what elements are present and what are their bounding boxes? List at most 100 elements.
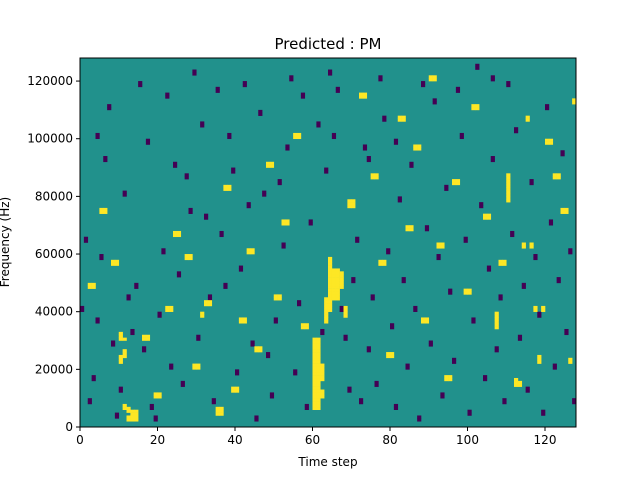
heatmap-cell-low xyxy=(343,334,348,338)
heatmap-cell-low xyxy=(297,300,302,304)
heatmap-cell-high xyxy=(324,303,329,307)
heatmap-cell-low xyxy=(149,403,154,408)
heatmap-cell-high xyxy=(130,418,135,422)
heatmap-cell-high xyxy=(231,386,236,390)
heatmap-cell-low xyxy=(541,412,546,416)
heatmap-cell-high xyxy=(324,305,329,310)
heatmap-cell-low xyxy=(552,366,557,370)
heatmap-cell-high xyxy=(351,199,356,203)
heatmap-cell-high xyxy=(269,164,275,168)
heatmap-cell-low xyxy=(533,254,538,258)
heatmap-cell-low xyxy=(196,334,201,338)
heatmap-cell-high xyxy=(382,262,387,266)
heatmap-cell-high xyxy=(328,265,333,269)
heatmap-cell-low xyxy=(359,398,364,402)
heatmap-cell-high xyxy=(316,395,321,399)
heatmap-cell-high xyxy=(343,311,348,315)
heatmap-cell-high xyxy=(324,311,329,315)
heatmap-cell-high xyxy=(312,406,317,410)
heatmap-cell-high xyxy=(130,412,135,416)
heatmap-cell-high xyxy=(405,225,410,229)
heatmap-cell-high xyxy=(134,418,139,422)
heatmap-cell-low xyxy=(390,326,395,330)
heatmap-cell-high xyxy=(328,277,333,281)
heatmap-cell-high xyxy=(324,297,329,301)
heatmap-cell-high xyxy=(312,346,317,350)
heatmap-cell-low xyxy=(289,78,294,82)
heatmap-cell-high xyxy=(316,357,321,361)
heatmap-cell-high xyxy=(118,337,123,341)
heatmap-cell-low xyxy=(87,401,92,405)
heatmap-cell-low xyxy=(165,95,170,99)
heatmap-cell-high xyxy=(246,251,251,255)
heatmap-cell-high xyxy=(316,403,321,408)
heatmap-cell-high xyxy=(506,193,511,197)
heatmap-cell-low xyxy=(114,412,120,416)
heatmap-cell-low xyxy=(459,132,464,137)
heatmap-cell-low xyxy=(169,363,174,367)
heatmap-cell-low xyxy=(250,340,255,344)
heatmap-cell-low xyxy=(242,83,247,88)
heatmap-cell-high xyxy=(339,279,344,284)
heatmap-cell-low xyxy=(304,406,309,410)
heatmap-cell-high xyxy=(196,363,201,367)
heatmap-cell-low xyxy=(83,239,89,243)
heatmap-cell-low xyxy=(572,398,577,402)
heatmap-cell-high xyxy=(351,202,356,206)
y-tick-label: 40000 xyxy=(35,305,73,319)
heatmap-cell-high xyxy=(122,403,127,408)
heatmap-cell-high xyxy=(316,360,321,364)
heatmap-cell-low xyxy=(529,181,534,186)
heatmap-cell-high xyxy=(200,314,205,318)
heatmap-cell-low xyxy=(502,398,507,402)
heatmap-cell-high xyxy=(436,242,441,246)
heatmap-cell-high xyxy=(529,245,534,249)
heatmap-cell-low xyxy=(138,81,143,85)
heatmap-cell-high xyxy=(467,291,472,295)
heatmap-cell-high xyxy=(273,297,278,301)
heatmap-cell-high xyxy=(184,254,189,258)
heatmap-cell-low xyxy=(490,75,495,79)
heatmap-cell-high xyxy=(448,375,453,379)
heatmap-cell-high xyxy=(440,245,445,249)
heatmap-cell-low xyxy=(180,380,185,385)
heatmap-cell-low xyxy=(359,401,364,405)
heatmap-cell-high xyxy=(242,317,247,321)
heatmap-cell-high xyxy=(331,282,337,287)
heatmap-cell-high xyxy=(312,375,317,379)
heatmap-cell-high xyxy=(324,314,329,318)
heatmap-cell-high xyxy=(238,320,244,324)
heatmap-cell-low xyxy=(293,369,298,373)
heatmap-cell-low xyxy=(246,202,251,206)
heatmap-cell-low xyxy=(173,164,178,168)
plot-frame xyxy=(79,57,577,428)
heatmap-cell-low xyxy=(452,357,457,361)
heatmap-cell-low xyxy=(297,303,302,307)
heatmap-cell-low xyxy=(355,236,360,240)
heatmap-cell-high xyxy=(514,377,519,382)
heatmap-cell-low xyxy=(273,320,278,324)
heatmap-cell-high xyxy=(339,274,344,278)
heatmap-cell-high xyxy=(126,409,131,413)
heatmap-cell-high xyxy=(285,219,290,223)
heatmap-cell-high xyxy=(564,210,569,214)
heatmap-cell-high xyxy=(126,418,131,422)
heatmap-cell-high xyxy=(390,354,395,359)
heatmap-cell-low xyxy=(393,138,399,142)
heatmap-cell-low xyxy=(196,337,201,341)
heatmap-cell-high xyxy=(300,326,306,330)
heatmap-cell-high xyxy=(335,277,340,281)
heatmap-cell-low xyxy=(347,386,352,390)
heatmap-cell-high xyxy=(572,101,577,105)
heatmap-cell-high xyxy=(145,337,151,341)
heatmap-cell-high xyxy=(316,383,321,387)
heatmap-cell-low xyxy=(165,92,170,96)
heatmap-cell-high xyxy=(517,380,523,385)
heatmap-cell-high xyxy=(440,242,445,246)
heatmap-cell-high xyxy=(331,271,337,275)
heatmap-cell-high xyxy=(541,308,546,312)
heatmap-cell-low xyxy=(235,369,240,373)
heatmap-cell-low xyxy=(111,343,116,347)
heatmap-cell-low xyxy=(463,236,468,240)
heatmap-cell-high xyxy=(382,259,387,263)
